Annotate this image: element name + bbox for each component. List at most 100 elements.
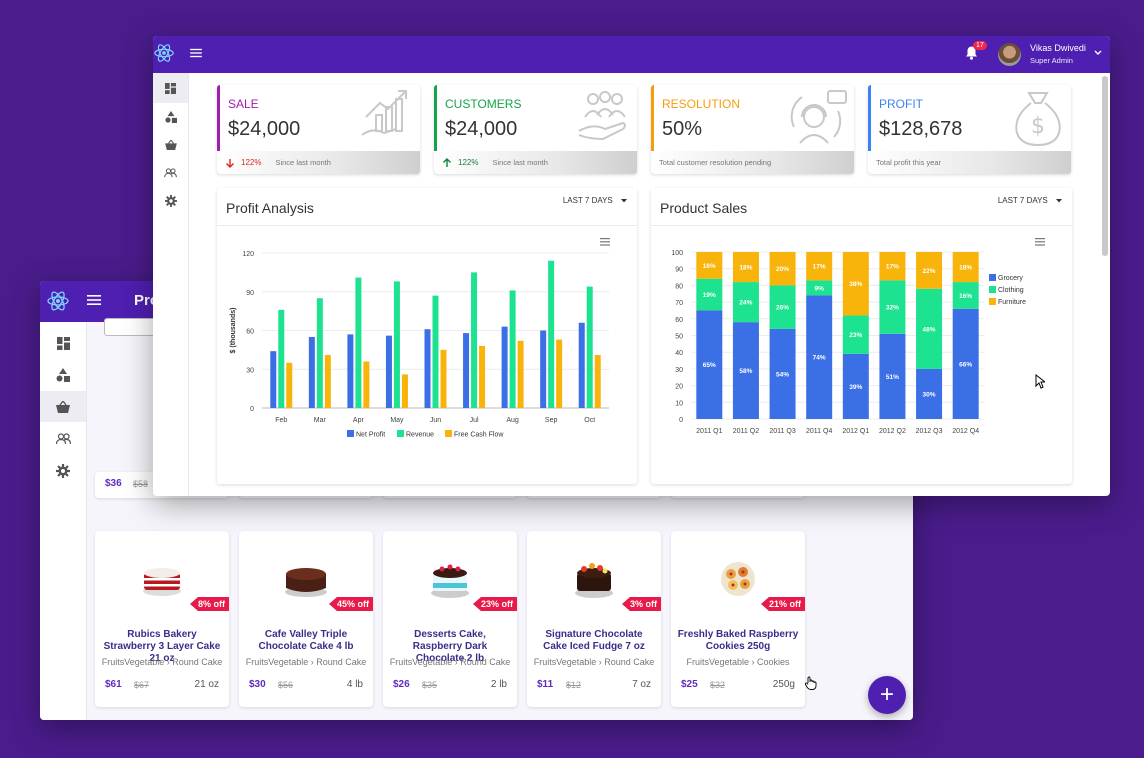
y-tick-label: 30 — [246, 367, 254, 374]
bar-net-profit[interactable] — [385, 335, 392, 408]
bar-grocery[interactable] — [916, 368, 943, 419]
bar-net-profit[interactable] — [540, 330, 547, 409]
avatar[interactable] — [998, 43, 1021, 66]
sidebar-item-settings[interactable] — [153, 187, 188, 215]
legend-label[interactable]: Furniture — [998, 299, 1026, 306]
bar-grocery[interactable] — [952, 308, 979, 419]
sidebar-item-shapes[interactable] — [40, 358, 86, 391]
bar-grocery[interactable] — [879, 333, 906, 419]
data-label: 9% — [814, 285, 824, 292]
bar-net-profit[interactable] — [501, 326, 508, 408]
bar-furniture[interactable] — [952, 252, 979, 283]
react-logo-icon — [153, 42, 175, 64]
bar-clothing[interactable] — [879, 280, 906, 334]
bar-net-profit[interactable] — [424, 329, 431, 408]
bar-clothing[interactable] — [769, 285, 796, 329]
bar-revenue[interactable] — [432, 295, 439, 408]
bar-free-cash-flow[interactable] — [286, 362, 293, 408]
bar-revenue[interactable] — [471, 272, 478, 408]
bar-free-cash-flow[interactable] — [363, 361, 370, 409]
bar-net-profit[interactable] — [347, 334, 354, 408]
bar-revenue[interactable] — [393, 281, 400, 408]
sidebar-item-dashboard[interactable] — [153, 73, 188, 103]
bar-clothing[interactable] — [952, 282, 979, 309]
chart-menu-icon[interactable] — [1035, 238, 1045, 246]
product-name[interactable]: Rubics Bakery Strawberry 3 Layer Cake 21… — [103, 629, 221, 664]
product-card[interactable]: 45% off Cafe Valley Triple Chocolate Cak… — [239, 531, 373, 707]
bar-net-profit[interactable] — [270, 351, 277, 408]
menu-icon[interactable] — [190, 48, 202, 58]
product-name[interactable]: Signature Chocolate Cake Iced Fudge 7 oz — [543, 629, 645, 652]
product-card[interactable]: 21% off Freshly Baked Raspberry Cookies … — [671, 531, 805, 707]
bar-net-profit[interactable] — [308, 336, 315, 408]
product-category: FruitsVegetable › Round Cake — [101, 657, 223, 667]
bar-revenue[interactable] — [548, 260, 555, 408]
chart-menu-icon[interactable] — [600, 238, 610, 246]
x-tick-label: 2011 Q4 — [806, 428, 832, 435]
product-card[interactable]: 23% off Desserts Cake, Raspberry Dark Ch… — [383, 531, 517, 707]
sidebar-item-dashboard[interactable] — [40, 328, 86, 358]
scrollbar[interactable] — [1102, 76, 1108, 256]
sidebar-item-users[interactable] — [153, 159, 188, 187]
bar-revenue[interactable] — [586, 286, 593, 408]
bar-grocery[interactable] — [696, 310, 723, 419]
bar-free-cash-flow[interactable] — [556, 339, 563, 408]
bar-clothing[interactable] — [842, 315, 869, 354]
bar-free-cash-flow[interactable] — [517, 340, 524, 408]
bar-clothing[interactable] — [732, 282, 759, 323]
y-tick-label: 60 — [675, 317, 683, 324]
bar-revenue[interactable] — [509, 290, 516, 408]
legend-label[interactable]: Clothing — [998, 287, 1024, 294]
bar-free-cash-flow[interactable] — [324, 355, 331, 408]
bar-net-profit[interactable] — [463, 333, 470, 408]
legend-label[interactable]: Revenue — [406, 432, 434, 439]
bar-clothing[interactable] — [696, 278, 723, 311]
bar-grocery[interactable] — [769, 328, 796, 419]
product-name[interactable]: Freshly Baked Raspberry Cookies 250g — [677, 629, 799, 652]
chevron-down-icon[interactable] — [1094, 50, 1102, 56]
bar-revenue[interactable] — [355, 277, 362, 408]
sidebar-item-users[interactable] — [40, 422, 86, 455]
product-card[interactable]: 3% off Signature Chocolate Cake Iced Fud… — [527, 531, 661, 707]
bar-net-profit[interactable] — [578, 322, 585, 408]
bar-furniture[interactable] — [879, 252, 906, 281]
data-label: 16% — [959, 293, 972, 300]
bar-revenue[interactable] — [278, 309, 285, 408]
product-name[interactable]: Cafe Valley Triple Chocolate Cake 4 lb — [258, 629, 354, 652]
bar-grocery[interactable] — [842, 353, 869, 419]
bar-furniture[interactable] — [732, 252, 759, 283]
bar-free-cash-flow[interactable] — [401, 374, 408, 408]
legend-swatch — [989, 298, 996, 305]
date-range-select[interactable]: LAST 7 DAYS — [563, 196, 627, 205]
bar-free-cash-flow[interactable] — [440, 349, 447, 408]
product-card[interactable]: 8% off Rubics Bakery Strawberry 3 Layer … — [95, 531, 229, 707]
bar-furniture[interactable] — [916, 252, 943, 289]
bar-furniture[interactable] — [842, 252, 869, 316]
sidebar-item-shapes[interactable] — [153, 103, 188, 131]
date-range-select[interactable]: LAST 7 DAYS — [998, 196, 1062, 205]
bar-grocery[interactable] — [806, 295, 833, 419]
y-tick-label: 100 — [671, 250, 683, 257]
bar-revenue[interactable] — [316, 298, 323, 408]
add-product-button[interactable]: + — [868, 676, 906, 714]
product-name[interactable]: Desserts Cake, Raspberry Dark Chocolate … — [412, 629, 488, 664]
bar-free-cash-flow[interactable] — [479, 346, 486, 408]
y-tick-label: 80 — [675, 283, 683, 290]
bar-furniture[interactable] — [696, 252, 723, 279]
sidebar — [153, 73, 189, 496]
bar-grocery[interactable] — [732, 322, 759, 419]
sidebar-item-shop[interactable] — [153, 131, 188, 159]
legend-label[interactable]: Net Profit — [356, 432, 385, 439]
legend-label[interactable]: Grocery — [998, 275, 1023, 282]
bar-clothing[interactable] — [916, 288, 943, 369]
bar-furniture[interactable] — [806, 252, 833, 281]
bar-free-cash-flow[interactable] — [594, 355, 601, 408]
legend-label[interactable]: Free Cash Flow — [454, 432, 504, 439]
y-tick-label: 70 — [675, 300, 683, 307]
sidebar-item-shop[interactable] — [40, 391, 86, 422]
sidebar-item-settings[interactable] — [40, 455, 86, 487]
menu-icon[interactable] — [87, 294, 101, 306]
bar-furniture[interactable] — [769, 252, 796, 286]
legend-swatch — [989, 274, 996, 281]
bar-clothing[interactable] — [806, 280, 833, 296]
